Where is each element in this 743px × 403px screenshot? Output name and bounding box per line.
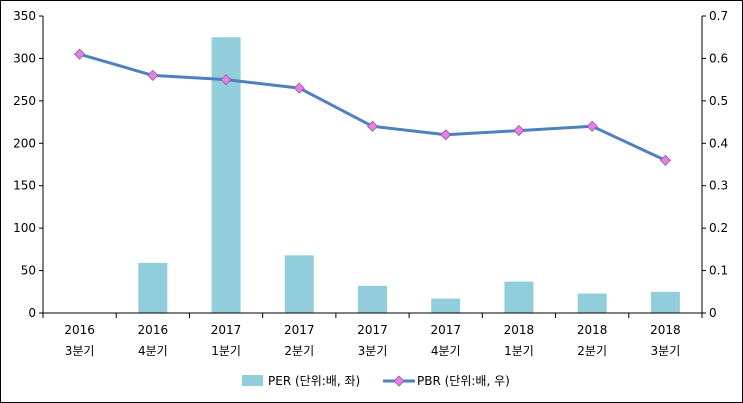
x-tick-label-quarter: 2분기: [577, 344, 607, 358]
x-tick-label-year: 2018: [650, 323, 681, 337]
x-tick-label-quarter: 1분기: [211, 344, 241, 358]
x-tick-label-year: 2017: [430, 323, 461, 337]
pbr-marker: [366, 120, 379, 132]
x-tick-label-quarter: 2분기: [284, 344, 314, 358]
right-tick-label: 0.1: [709, 264, 728, 278]
x-tick-label-year: 2018: [504, 323, 535, 337]
legend-pbr-marker: [393, 375, 405, 387]
per-bar: [577, 293, 607, 313]
right-tick-label: 0: [709, 306, 717, 320]
pbr-marker: [220, 74, 232, 86]
legend-per-label: PER (단위:배, 좌): [268, 374, 360, 388]
left-tick-label: 0: [28, 306, 36, 320]
pbr-line: [79, 52, 667, 162]
left-tick-label: 250: [13, 94, 36, 108]
x-tick-label-quarter: 4분기: [138, 344, 168, 358]
per-bar: [138, 262, 168, 313]
right-tick-label: 0.7: [709, 9, 728, 23]
x-tick-label-year: 2017: [284, 323, 315, 337]
right-tick-label: 0.3: [709, 179, 728, 193]
x-tick-label-quarter: 1분기: [504, 344, 534, 358]
left-tick-label: 200: [13, 136, 36, 150]
pbr-marker: [513, 124, 525, 137]
left-tick-label: 50: [21, 264, 36, 278]
x-tick-label-quarter: 4분기: [431, 344, 461, 358]
per-bar: [431, 298, 461, 313]
legend-pbr-label: PBR (단위:배, 우): [417, 374, 510, 388]
per-bar: [650, 291, 680, 313]
left-tick-label: 350: [13, 9, 36, 23]
x-tick-label-year: 2016: [64, 323, 95, 337]
x-tick-label-quarter: 3분기: [358, 344, 388, 358]
left-tick-label: 300: [13, 51, 36, 65]
x-tick-label-year: 2017: [211, 323, 242, 337]
right-tick-label: 0.2: [709, 221, 728, 235]
right-tick-label: 0.6: [709, 51, 728, 65]
pbr-marker: [293, 82, 305, 94]
left-tick-label: 100: [13, 221, 36, 235]
per-bar: [284, 255, 314, 313]
legend-per-swatch: [242, 375, 263, 386]
x-tick-label-year: 2017: [357, 323, 388, 337]
left-tick-label: 150: [13, 179, 36, 193]
x-tick-label-year: 2016: [138, 323, 169, 337]
right-tick-label: 0.5: [709, 94, 728, 108]
per-bar: [504, 281, 534, 313]
pbr-marker: [147, 69, 159, 81]
right-tick-label: 0.4: [709, 136, 728, 150]
per-bar: [358, 285, 387, 313]
x-tick-label-quarter: 3분기: [651, 344, 681, 358]
x-tick-label-quarter: 3분기: [65, 344, 95, 358]
pbr-marker: [74, 48, 86, 60]
pbr-marker: [659, 154, 671, 166]
x-tick-label-year: 2018: [577, 323, 608, 337]
pbr-marker: [586, 120, 598, 132]
pbr-marker: [440, 129, 452, 141]
